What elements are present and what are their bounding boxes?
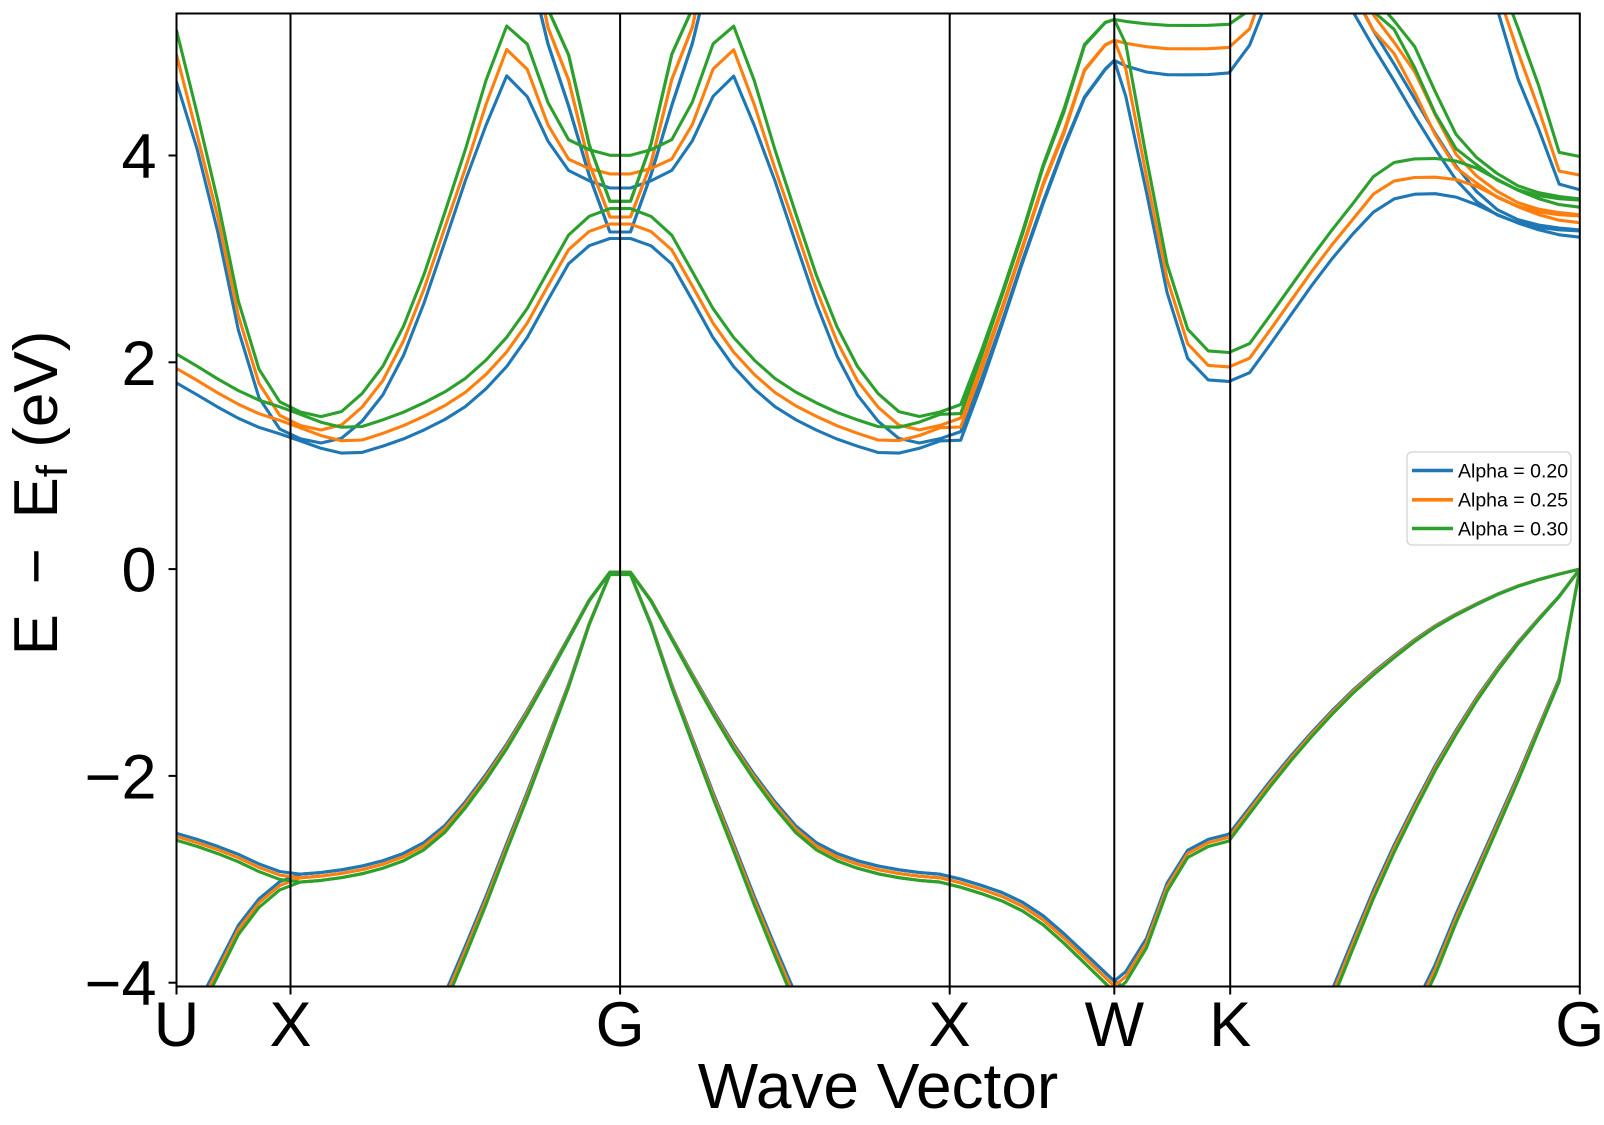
svg-text:Alpha = 0.25: Alpha = 0.25	[1458, 490, 1568, 512]
svg-text:U: U	[154, 990, 200, 1060]
svg-text:X: X	[269, 990, 311, 1060]
svg-text:E − Ef (eV): E − Ef (eV)	[2, 331, 77, 656]
svg-text:−4: −4	[85, 949, 157, 1019]
svg-text:K: K	[1209, 990, 1251, 1060]
svg-text:2: 2	[121, 329, 156, 399]
svg-text:0: 0	[121, 536, 156, 606]
svg-text:W: W	[1085, 990, 1145, 1060]
svg-text:Wave Vector: Wave Vector	[698, 1050, 1058, 1122]
svg-text:X: X	[929, 990, 971, 1060]
svg-text:Alpha = 0.30: Alpha = 0.30	[1458, 519, 1568, 541]
svg-text:Alpha = 0.20: Alpha = 0.20	[1458, 461, 1568, 483]
svg-text:G: G	[1555, 990, 1604, 1060]
svg-text:−2: −2	[85, 742, 157, 812]
svg-text:G: G	[596, 990, 645, 1060]
svg-text:4: 4	[121, 122, 156, 192]
